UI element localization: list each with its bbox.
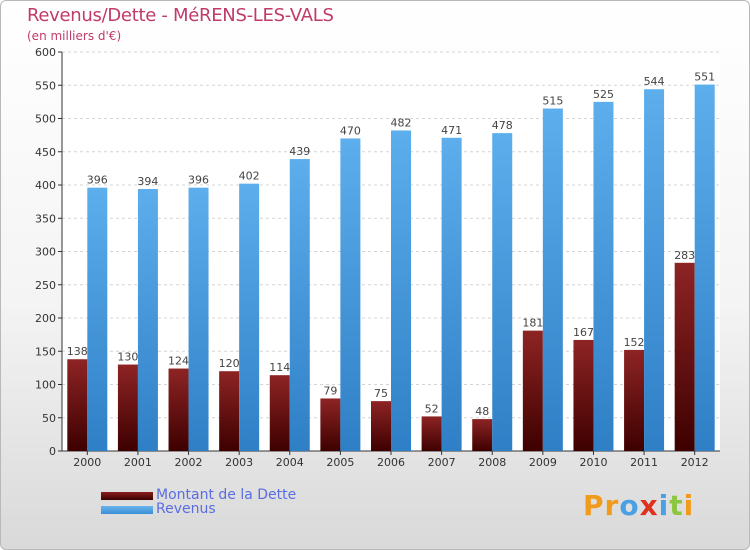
bar-revenue	[492, 133, 513, 451]
bar-debt	[219, 371, 240, 451]
data-label-revenue: 396	[87, 174, 108, 187]
x-tick-label: 2002	[175, 456, 203, 469]
y-tick-label: 250	[35, 279, 56, 292]
x-tick-label: 2012	[681, 456, 709, 469]
y-tick-label: 150	[35, 345, 56, 358]
y-tick-label: 550	[35, 79, 56, 92]
logo-letter: o	[619, 489, 640, 522]
x-tick-label: 2010	[579, 456, 607, 469]
data-label-debt: 79	[323, 384, 337, 397]
bar-debt	[522, 330, 543, 451]
data-label-revenue: 544	[644, 75, 665, 88]
bar-debt	[624, 349, 645, 451]
bar-debt	[117, 364, 138, 451]
y-tick-label: 450	[35, 146, 56, 159]
legend-label-debt: Montant de la Dette	[156, 487, 297, 503]
data-label-debt: 114	[269, 361, 290, 374]
x-tick-label: 2007	[428, 456, 456, 469]
x-tick-label: 2004	[276, 456, 304, 469]
bar-debt	[269, 375, 290, 451]
x-tick-label: 2000	[73, 456, 101, 469]
data-label-revenue: 396	[188, 174, 209, 187]
bar-revenue	[391, 130, 411, 451]
y-tick-label: 500	[35, 113, 56, 126]
bar-revenue	[542, 108, 563, 452]
data-label-revenue: 515	[542, 95, 563, 108]
bar-debt	[573, 339, 594, 451]
bar-revenue	[694, 84, 715, 452]
x-tick-label: 2001	[124, 456, 152, 469]
logo-letter: t	[669, 489, 684, 522]
chart-title: Revenus/Dette - MéRENS-LES-VALS	[27, 5, 334, 26]
bar-revenue	[87, 187, 108, 451]
bar-debt	[371, 401, 391, 451]
bar-debt	[320, 398, 341, 451]
bar-revenue	[340, 138, 361, 451]
x-tick-label: 2003	[225, 456, 253, 469]
data-label-debt: 120	[219, 357, 240, 370]
data-label-revenue: 439	[289, 145, 310, 158]
data-label-debt: 75	[374, 387, 388, 400]
y-tick-label: 0	[49, 445, 56, 458]
data-label-revenue: 471	[441, 124, 462, 137]
bar-revenue	[644, 89, 665, 452]
legend-label-revenue: Revenus	[156, 501, 216, 517]
x-tick-label: 2005	[326, 456, 354, 469]
data-label-revenue: 402	[239, 170, 260, 183]
logo-letter: P	[583, 489, 605, 522]
x-tick-label: 2006	[377, 456, 405, 469]
bar-debt	[674, 262, 695, 451]
proxiti-logo: Proxiti	[583, 489, 694, 522]
data-label-debt: 283	[674, 249, 695, 262]
bar-revenue	[239, 183, 260, 452]
bar-debt	[168, 368, 189, 451]
y-tick-label: 300	[35, 246, 56, 259]
bar-revenue	[289, 159, 310, 451]
y-tick-label: 600	[35, 46, 56, 59]
data-label-debt: 124	[168, 355, 189, 368]
logo-letter: r	[604, 489, 620, 522]
y-tick-label: 50	[42, 412, 56, 425]
y-tick-label: 200	[35, 312, 56, 325]
y-tick-label: 100	[35, 379, 56, 392]
data-label-debt: 52	[425, 402, 439, 415]
data-label-debt: 130	[117, 351, 138, 364]
logo-letter: i	[658, 489, 670, 522]
bar-revenue	[188, 187, 209, 451]
bar-revenue	[441, 137, 462, 451]
x-tick-label: 2011	[630, 456, 658, 469]
x-tick-label: 2009	[529, 456, 557, 469]
data-label-debt: 138	[67, 345, 88, 358]
bar-debt	[67, 359, 88, 451]
legend-swatch-revenue	[101, 506, 153, 514]
legend-swatch-debt	[101, 492, 153, 500]
chart-subtitle: (en milliers d'€)	[27, 29, 122, 43]
x-tick-label: 2008	[478, 456, 506, 469]
y-tick-label: 400	[35, 179, 56, 192]
data-label-debt: 48	[475, 405, 489, 418]
data-label-debt: 167	[573, 326, 594, 339]
data-label-revenue: 470	[340, 124, 361, 137]
bar-debt	[472, 419, 493, 451]
data-label-revenue: 525	[593, 88, 614, 101]
bar-debt	[421, 416, 442, 451]
logo-letter: i	[683, 489, 695, 522]
data-label-revenue: 482	[391, 116, 412, 129]
data-label-revenue: 394	[137, 175, 158, 188]
bar-revenue	[137, 188, 158, 452]
data-label-revenue: 551	[694, 71, 715, 84]
logo-letter: x	[639, 489, 659, 522]
bar-revenue	[593, 101, 614, 451]
data-label-debt: 181	[522, 317, 543, 330]
data-label-revenue: 478	[492, 119, 513, 132]
y-tick-label: 350	[35, 212, 56, 225]
data-label-debt: 152	[624, 336, 645, 349]
